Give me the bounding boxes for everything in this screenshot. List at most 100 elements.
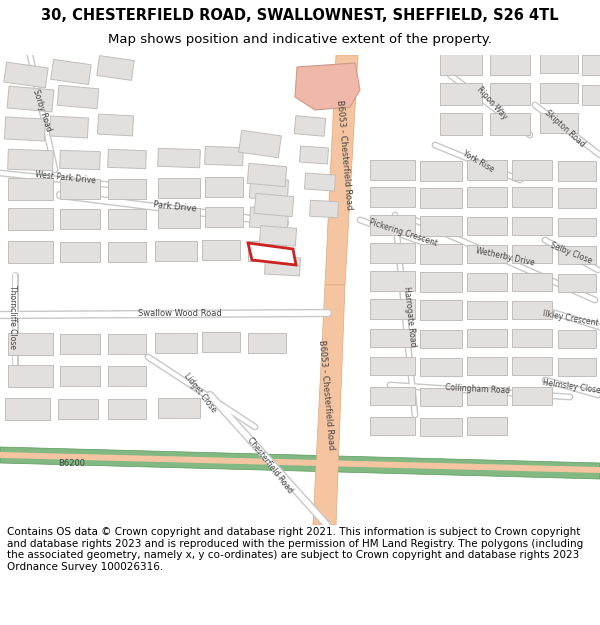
Bar bbox=[420, 272, 462, 292]
Bar bbox=[370, 160, 415, 180]
Bar bbox=[108, 399, 146, 419]
Bar bbox=[158, 178, 200, 198]
Bar bbox=[370, 357, 415, 375]
Bar bbox=[490, 83, 530, 105]
Bar bbox=[4, 117, 46, 141]
Bar bbox=[247, 163, 287, 187]
Bar bbox=[8, 178, 53, 200]
Bar bbox=[8, 365, 53, 387]
Text: B6200: B6200 bbox=[59, 459, 86, 468]
Bar bbox=[370, 243, 415, 263]
Bar bbox=[467, 417, 507, 435]
Bar bbox=[540, 83, 578, 103]
Bar bbox=[512, 301, 552, 319]
Bar bbox=[304, 173, 335, 191]
Text: Harrogate Road: Harrogate Road bbox=[403, 286, 418, 348]
Bar bbox=[512, 387, 552, 405]
Bar bbox=[108, 209, 146, 229]
Bar bbox=[202, 332, 240, 352]
Bar bbox=[158, 208, 200, 228]
Bar bbox=[420, 300, 462, 320]
Bar bbox=[248, 241, 286, 261]
Bar bbox=[558, 330, 596, 348]
Bar bbox=[558, 218, 596, 236]
Bar bbox=[50, 116, 88, 138]
Bar bbox=[467, 329, 507, 347]
Bar bbox=[440, 53, 482, 75]
Bar bbox=[158, 148, 200, 168]
Polygon shape bbox=[0, 447, 600, 479]
Bar bbox=[108, 334, 146, 354]
Bar bbox=[248, 333, 286, 353]
Bar bbox=[205, 207, 243, 227]
Bar bbox=[582, 55, 600, 75]
Text: Sorby Road: Sorby Road bbox=[31, 88, 53, 132]
Bar bbox=[582, 85, 600, 105]
Bar bbox=[558, 161, 596, 181]
Bar bbox=[60, 366, 100, 386]
Bar bbox=[467, 273, 507, 291]
Bar bbox=[558, 358, 596, 376]
Bar bbox=[467, 357, 507, 375]
Bar bbox=[107, 149, 146, 169]
Bar bbox=[467, 245, 507, 263]
Bar bbox=[202, 240, 240, 260]
Bar bbox=[558, 274, 596, 292]
Bar bbox=[155, 241, 197, 261]
Text: Thorncliffe Close: Thorncliffe Close bbox=[7, 285, 17, 349]
Text: Contains OS data © Crown copyright and database right 2021. This information is : Contains OS data © Crown copyright and d… bbox=[7, 527, 583, 572]
Text: Ilkley Crescent: Ilkley Crescent bbox=[542, 309, 599, 328]
Bar bbox=[51, 59, 91, 84]
Bar bbox=[467, 160, 507, 180]
Bar bbox=[57, 85, 99, 109]
Bar bbox=[58, 399, 98, 419]
Bar bbox=[8, 241, 53, 263]
Bar bbox=[294, 116, 326, 136]
Bar bbox=[250, 178, 289, 200]
Bar bbox=[420, 388, 462, 406]
Polygon shape bbox=[0, 452, 600, 473]
Bar bbox=[259, 226, 296, 246]
Bar bbox=[158, 398, 200, 418]
Bar bbox=[512, 187, 552, 207]
Bar bbox=[8, 149, 53, 171]
Bar bbox=[98, 114, 133, 136]
Bar bbox=[420, 161, 462, 181]
Text: York Rise: York Rise bbox=[461, 149, 495, 174]
Bar bbox=[420, 358, 462, 376]
Bar bbox=[97, 56, 134, 81]
Bar bbox=[155, 333, 197, 353]
Bar bbox=[512, 273, 552, 291]
Bar bbox=[8, 208, 53, 230]
Bar bbox=[108, 242, 146, 262]
Bar bbox=[467, 301, 507, 319]
Bar bbox=[60, 334, 100, 354]
Bar bbox=[512, 357, 552, 375]
Text: Wetherby Drive: Wetherby Drive bbox=[475, 246, 535, 268]
Text: 30, CHESTERFIELD ROAD, SWALLOWNEST, SHEFFIELD, S26 4TL: 30, CHESTERFIELD ROAD, SWALLOWNEST, SHEF… bbox=[41, 8, 559, 23]
Bar bbox=[370, 187, 415, 207]
Bar bbox=[558, 188, 596, 208]
Bar bbox=[420, 216, 462, 236]
Bar bbox=[60, 209, 100, 229]
Bar bbox=[4, 62, 48, 88]
Bar bbox=[512, 217, 552, 235]
Bar bbox=[370, 299, 415, 319]
Bar bbox=[490, 53, 530, 75]
Text: Lidget Close: Lidget Close bbox=[182, 372, 218, 414]
Text: Skipton Road: Skipton Road bbox=[543, 109, 587, 149]
Bar bbox=[512, 329, 552, 347]
Bar bbox=[7, 86, 54, 112]
Bar bbox=[8, 333, 53, 355]
Text: Map shows position and indicative extent of the property.: Map shows position and indicative extent… bbox=[108, 33, 492, 46]
Polygon shape bbox=[313, 285, 345, 525]
Text: Selby Close: Selby Close bbox=[549, 241, 593, 266]
Polygon shape bbox=[295, 63, 360, 110]
Bar bbox=[108, 179, 146, 199]
Bar bbox=[205, 177, 243, 197]
Bar bbox=[299, 146, 329, 164]
Bar bbox=[254, 193, 294, 217]
Bar bbox=[512, 245, 552, 263]
Bar bbox=[490, 113, 530, 135]
Bar bbox=[60, 179, 100, 199]
